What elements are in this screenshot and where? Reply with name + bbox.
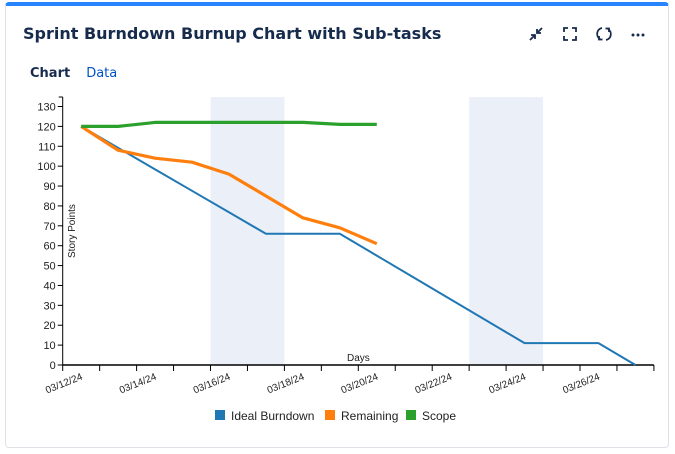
y-tick-label: 0 — [50, 360, 56, 372]
tab-data[interactable]: Data — [86, 66, 118, 81]
x-tick-label: 03/12/24 — [44, 371, 85, 396]
legend-label[interactable]: Scope — [422, 409, 456, 423]
x-tick-label: 03/22/24 — [414, 371, 455, 396]
y-tick-label: 110 — [38, 141, 56, 153]
y-tick-label: 120 — [37, 121, 55, 133]
series-line-scope — [81, 120, 377, 128]
y-tick-label: 80 — [43, 201, 55, 213]
fullscreen-icon[interactable] — [560, 24, 580, 44]
y-tick-label: 130 — [37, 102, 55, 114]
y-tick-label: 10 — [43, 340, 55, 352]
x-tick-label: 03/14/24 — [118, 371, 159, 396]
legend-swatch — [406, 410, 416, 420]
y-tick-label: 60 — [43, 241, 55, 253]
legend-swatch — [215, 410, 225, 420]
legend-label[interactable]: Remaining — [341, 409, 398, 423]
y-axis-label: Story Points — [67, 204, 78, 258]
series-line-remaining — [80, 125, 378, 246]
y-tick-label: 70 — [43, 221, 55, 233]
legend-label[interactable]: Ideal Burndown — [231, 409, 314, 423]
more-icon[interactable] — [628, 24, 648, 44]
x-tick-label: 03/16/24 — [192, 371, 233, 396]
card-title: Sprint Burndown Burnup Chart with Sub-ta… — [23, 24, 442, 43]
chart-card: Sprint Burndown Burnup Chart with Sub-ta… — [5, 2, 669, 448]
x-tick-label: 03/24/24 — [487, 371, 528, 396]
y-tick-label: 40 — [43, 280, 55, 292]
x-tick-label: 03/20/24 — [340, 371, 381, 396]
x-tick-label: 03/18/24 — [266, 371, 307, 396]
y-tick-label: 100 — [37, 161, 55, 173]
y-tick-label: 30 — [43, 300, 55, 312]
refresh-icon[interactable] — [594, 24, 614, 44]
x-axis-label: Days — [347, 353, 370, 364]
minimize-icon[interactable] — [526, 24, 546, 44]
y-tick-label: 90 — [43, 181, 55, 193]
series-line-ideal-burndown — [80, 125, 636, 366]
y-tick-label: 20 — [43, 320, 55, 332]
tab-chart[interactable]: Chart — [30, 66, 71, 81]
x-tick-label: 03/26/24 — [561, 371, 602, 396]
legend-swatch — [325, 410, 335, 420]
weekend-shade — [210, 97, 285, 365]
weekend-shade — [469, 97, 544, 365]
y-tick-label: 50 — [43, 261, 55, 273]
